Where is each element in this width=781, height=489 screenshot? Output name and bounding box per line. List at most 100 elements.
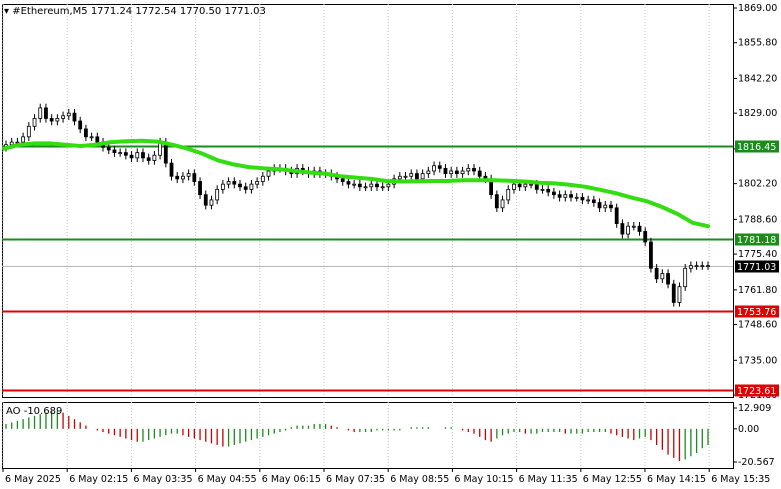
candle [409, 169, 414, 181]
candle [357, 179, 362, 191]
level-badge [735, 140, 779, 153]
candle [631, 222, 636, 231]
candle [198, 177, 202, 199]
candle [569, 190, 573, 202]
price-candles [4, 103, 710, 307]
candle [666, 269, 670, 289]
price-tick-label: 1761.80 [738, 285, 777, 296]
candle [563, 190, 568, 202]
price-tick-label: 1775.40 [738, 249, 777, 260]
candle [426, 166, 431, 178]
candle [55, 114, 60, 126]
candle [706, 261, 710, 270]
candle [586, 195, 591, 205]
candle [226, 177, 231, 189]
candle [78, 116, 83, 134]
candle [614, 203, 619, 228]
time-tick-label: 6 May 04:55 [198, 474, 257, 485]
price-axis: 1869.001855.801842.201829.001815.401802.… [733, 3, 779, 401]
candle [580, 193, 585, 205]
price-tick-label: 1869.00 [738, 3, 777, 14]
candle [654, 264, 659, 284]
price-tick-label: 1802.20 [738, 179, 777, 190]
time-tick-label: 6 May 08:55 [390, 474, 449, 485]
candle [203, 190, 208, 210]
time-tick-label: 6 May 03:35 [133, 474, 192, 485]
candle [460, 166, 465, 178]
time-tick-label: 6 May 11:35 [519, 474, 578, 485]
main-grid [2, 4, 710, 397]
candle [260, 172, 265, 186]
ao-histogram [5, 411, 709, 462]
candle [232, 177, 237, 189]
candle [209, 195, 214, 210]
candle [106, 143, 111, 155]
level-label: 1753.76 [737, 307, 776, 318]
current-price-badge [735, 260, 779, 273]
price-tick-label: 1788.60 [738, 214, 777, 225]
ao-tick-label: 0.00 [738, 424, 759, 435]
candle [181, 172, 185, 184]
candle [238, 179, 242, 191]
candle [546, 185, 551, 197]
candle [255, 177, 260, 189]
price-tick-label: 1842.20 [738, 73, 777, 84]
ao-tick-label: -20.567 [738, 457, 775, 468]
candle [369, 179, 374, 191]
candle [152, 151, 157, 165]
candle [552, 187, 556, 199]
candle [477, 166, 482, 181]
candle [89, 132, 94, 142]
dropdown-arrow-icon[interactable]: ▾ [4, 6, 9, 17]
candle [123, 148, 128, 160]
ao-tick-label: 12.909 [738, 403, 771, 414]
candle [352, 179, 357, 189]
candle [597, 198, 602, 213]
candle [169, 158, 174, 181]
symbol-info: ▾ #Ethereum,M5 1771.24 1772.54 1770.50 1… [4, 6, 266, 17]
candle [472, 164, 476, 176]
candle [403, 172, 408, 181]
time-axis: 6 May 2025 6 May 02:15 6 May 03:35 6 May 04… [2, 468, 770, 485]
candle [694, 261, 699, 270]
candle [677, 282, 682, 307]
time-tick-label: 6 May 02:15 [69, 474, 128, 485]
symbol-label: #Ethereum,M5 [12, 6, 87, 17]
candle [220, 179, 225, 194]
candle [249, 179, 254, 194]
candle [146, 153, 151, 165]
candle [660, 269, 665, 284]
candle [44, 103, 48, 123]
candle [346, 177, 351, 189]
candle [574, 193, 579, 202]
ao-axis: 12.909 0.00 -20.567 [733, 403, 775, 468]
candle [443, 164, 448, 178]
candle [466, 164, 471, 176]
time-tick-label: 6 May 07:35 [326, 474, 385, 485]
candle [603, 200, 608, 213]
moving-average-line [2, 138, 710, 229]
candle [557, 190, 562, 202]
candle [61, 111, 65, 123]
candle [215, 185, 220, 205]
candle [671, 279, 676, 307]
candle [129, 151, 134, 163]
level-badge [735, 233, 779, 246]
candle [186, 169, 191, 181]
price-tick-label: 1855.80 [738, 38, 777, 49]
time-tick-label: 6 May 2025 [5, 474, 61, 485]
candle [72, 108, 77, 126]
ao-panel-border [2, 402, 734, 469]
price-tick-label: 1735.00 [738, 355, 777, 366]
level-badge [735, 305, 779, 318]
price-tick-label: 1748.60 [738, 320, 777, 331]
candle [66, 108, 71, 120]
candle [26, 122, 31, 142]
candle [506, 185, 511, 205]
level-badge [735, 384, 779, 397]
candle [32, 114, 37, 131]
time-tick-label: 6 May 06:15 [262, 474, 321, 485]
price-levels [2, 145, 733, 392]
ohlc-high: 1772.54 [135, 6, 176, 17]
